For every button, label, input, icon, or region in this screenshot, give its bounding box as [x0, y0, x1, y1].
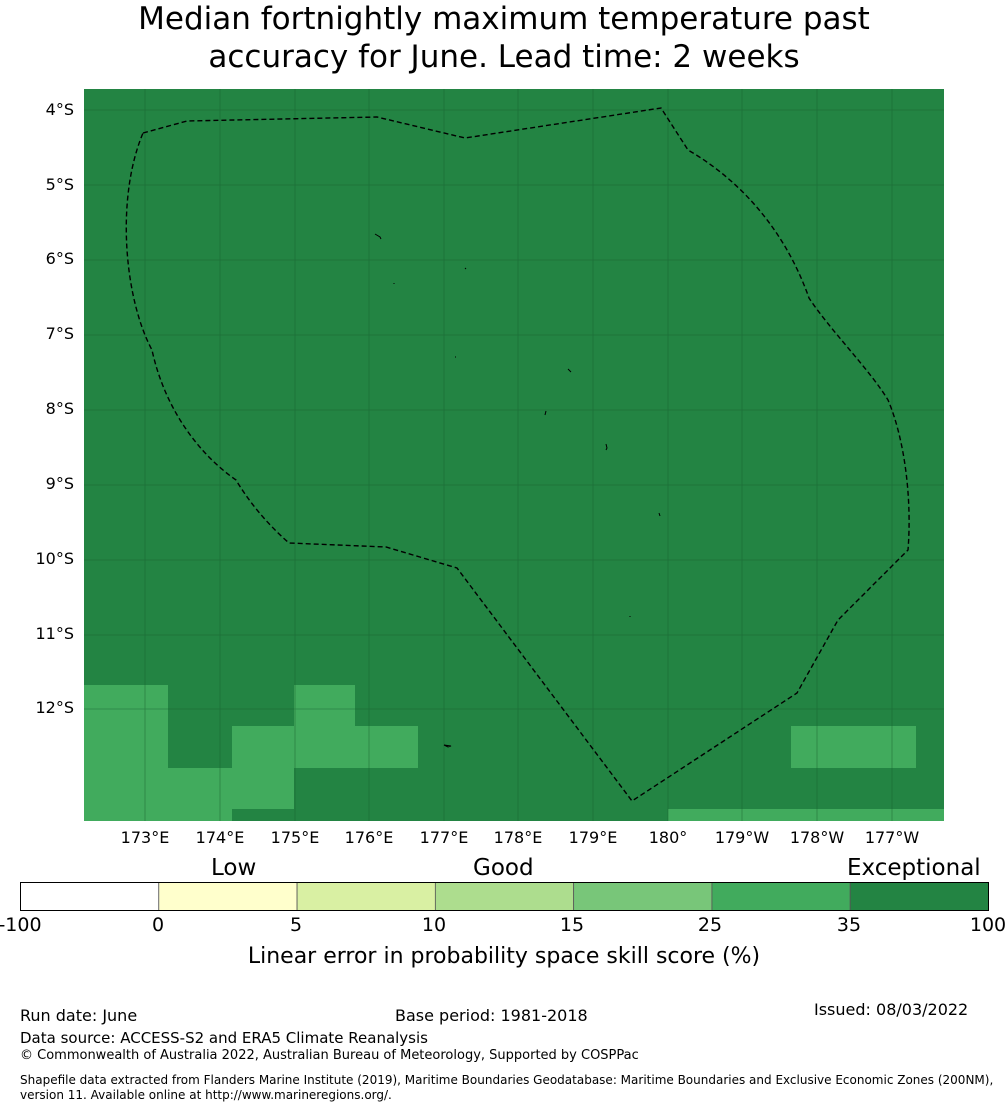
lon-label: 177°W — [864, 828, 920, 847]
colorbar-segment — [434, 882, 575, 911]
colorbar-segment — [158, 882, 298, 911]
lat-label: 6°S — [45, 249, 74, 268]
secondary-score-patches — [84, 685, 944, 821]
lat-label: 12°S — [35, 698, 74, 717]
lon-label: 179°W — [714, 828, 770, 847]
base-period: Base period: 1981-2018 — [395, 1006, 588, 1025]
lat-label: 10°S — [35, 549, 74, 568]
map-title-line-2: accuracy for June. Lead time: 2 weeks — [208, 39, 800, 75]
shapefile-credit-line-2: version 11. Available online at http://w… — [20, 1088, 392, 1102]
lon-label: 174°E — [195, 828, 245, 847]
data-source: Data source: ACCESS-S2 and ERA5 Climate … — [20, 1029, 428, 1047]
colorbar-tick: 15 — [559, 914, 585, 936]
run-date: Run date: June — [20, 1006, 138, 1025]
colorbar-segment — [20, 882, 160, 911]
lat-label: 7°S — [45, 324, 74, 343]
lat-label: 11°S — [35, 624, 74, 643]
lat-label: 8°S — [45, 399, 74, 418]
category-low-label: Low — [211, 855, 257, 881]
colorbar-segment — [296, 882, 436, 911]
shapefile-credit-line-1: Shapefile data extracted from Flanders M… — [20, 1073, 994, 1087]
lat-label: 5°S — [45, 175, 74, 194]
colorbar-tick: 25 — [697, 914, 723, 936]
colorbar-tick: 10 — [421, 914, 447, 936]
colorbar-segment — [711, 882, 851, 911]
map-title-line-1: Median fortnightly maximum temperature p… — [138, 1, 870, 37]
lon-label: 177°E — [419, 828, 469, 847]
lon-label: 173°E — [120, 828, 170, 847]
colorbar-tick: 5 — [289, 914, 303, 936]
lat-label: 4°S — [45, 100, 74, 119]
lon-label: 176°E — [344, 828, 394, 847]
lon-label: 178°W — [789, 828, 845, 847]
copyright: © Commonwealth of Australia 2022, Austra… — [20, 1048, 639, 1063]
colorbar-tick: -100 — [0, 914, 42, 936]
eez-boundary — [125, 107, 910, 802]
lon-label: 175°E — [270, 828, 320, 847]
map-background — [84, 89, 944, 821]
colorbar-tick: 35 — [836, 914, 862, 936]
category-exceptional-label: Exceptional — [847, 855, 981, 881]
colorbar-tick: 0 — [151, 914, 165, 936]
lon-label: 178°E — [493, 828, 543, 847]
lon-label: 179°E — [568, 828, 618, 847]
lat-label: 9°S — [45, 474, 74, 493]
colorbar-tick: 100 — [969, 914, 1007, 936]
issued-date: Issued: 08/03/2022 — [814, 1000, 969, 1019]
colorbar-segment — [849, 882, 989, 911]
category-good-label: Good — [473, 855, 534, 881]
skill-score-map — [84, 89, 944, 821]
colorbar-segment — [573, 882, 713, 911]
lon-label: 180° — [648, 828, 688, 847]
islands — [374, 233, 661, 748]
colorbar-title: Linear error in probability space skill … — [247, 944, 761, 969]
graticule — [84, 89, 944, 821]
